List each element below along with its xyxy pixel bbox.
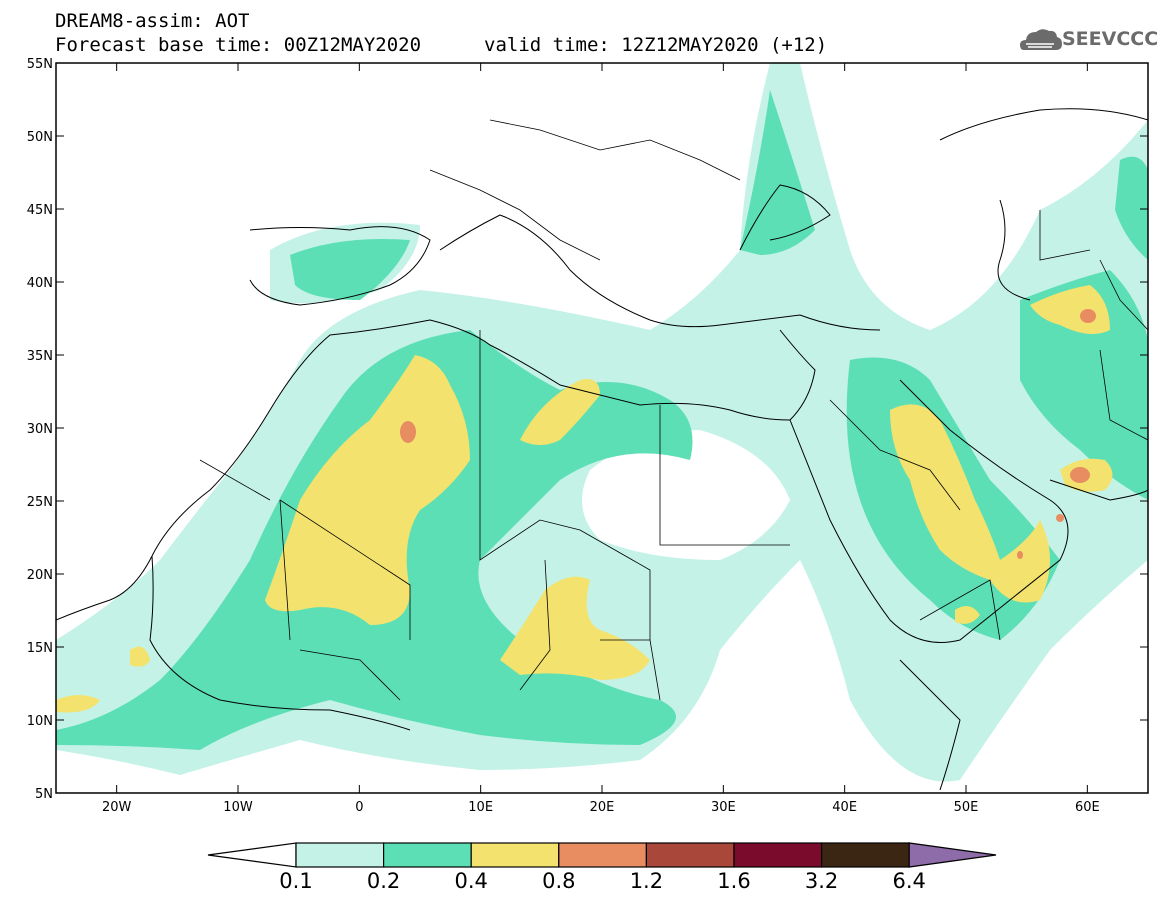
aot-high-region [56,285,1113,713]
forecast-base-time: Forecast base time: 00Z12MAY2020 [55,34,422,56]
axis-tick-labels: 20W 10W 0 10E 20E 30E 40E 50E 60E 55N 50N 45N 40N 35N… [27,57,1100,815]
aot-peak-region [400,309,1096,559]
lat-tick-label: 30N [27,422,53,437]
colorbar-label: 0.1 [279,869,312,893]
valid-time: valid time: 12Z12MAY2020 (+12) [484,34,828,56]
colorbar-below-triangle [207,842,297,868]
lon-tick-label: 60E [1075,800,1100,815]
lat-tick-label: 35N [27,349,53,364]
lat-tick-label: 5N [35,787,53,802]
lon-tick-label: 10W [223,800,253,815]
lon-tick-label: 30E [711,800,736,815]
lon-tick-label: 50E [954,800,979,815]
lon-tick-label: 20E [590,800,615,815]
lat-tick-label: 50N [27,130,53,145]
country-borders [199,119,1148,701]
colorbar-bin [383,842,472,868]
aot-clear-region [582,430,790,560]
axis-ticks [56,62,1148,794]
colorbar-bin [645,842,735,868]
aot-field [56,63,1148,791]
lat-tick-label: 15N [27,641,53,656]
colorbar-label: 0.4 [454,869,487,893]
colorbar: 0.1 0.2 0.4 0.8 1.2 1.6 3.2 6.4 [207,842,997,893]
lon-tick-label: 20W [102,800,132,815]
logo-text: SEEVCCC [1062,28,1159,50]
colorbar-bin [558,842,647,868]
lat-tick-label: 25N [27,495,53,510]
lat-tick-label: 10N [27,714,53,729]
colorbar-label: 0.8 [542,869,575,893]
lat-tick-label: 55N [27,57,53,72]
colorbar-label: 3.2 [805,869,838,893]
colorbar-label: 6.4 [892,869,925,893]
colorbar-bin [295,842,385,868]
colorbar-bin [733,842,823,868]
colorbar-label: 0.2 [367,869,400,893]
coastlines [56,108,1148,791]
cloud-icon [1020,29,1062,50]
lat-tick-label: 40N [27,276,53,291]
lon-tick-label: 0 [355,800,363,815]
colorbar-bin [820,842,910,868]
lon-tick-label: 10E [468,800,493,815]
colorbar-label: 1.6 [717,869,750,893]
colorbar-bin [470,842,560,868]
map-title: DREAM8-assim: AOT [55,10,250,32]
colorbar-above-triangle [908,842,997,868]
lon-tick-label: 40E [832,800,857,815]
lat-tick-label: 20N [27,568,53,583]
lat-tick-label: 45N [27,203,53,218]
colorbar-label: 1.2 [630,869,663,893]
